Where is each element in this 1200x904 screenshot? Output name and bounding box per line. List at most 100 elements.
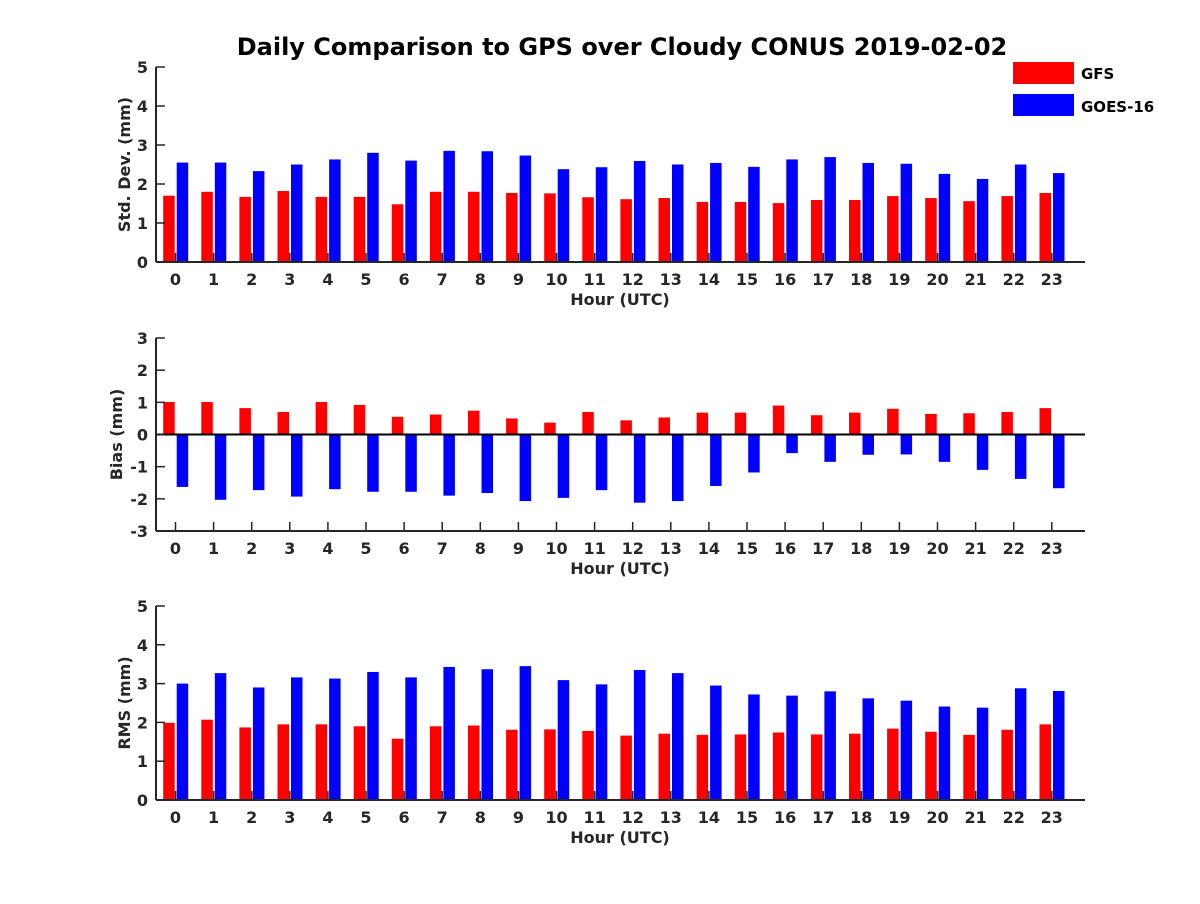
x-tick-label: 2 (246, 539, 257, 558)
x-tick-label: 14 (698, 270, 720, 289)
bar-goes-16-hour-9 (519, 155, 532, 262)
bar-gfs-hour-12 (620, 199, 632, 262)
bar-goes-16-hour-8 (481, 669, 493, 800)
bar-gfs-hour-1 (201, 719, 213, 800)
bar-goes-16-hour-15 (748, 434, 760, 473)
bar-gfs-hour-15 (734, 734, 747, 800)
bar-gfs-hour-5 (353, 404, 366, 435)
bar-gfs-hour-3 (277, 724, 289, 800)
x-tick-label: 4 (322, 539, 333, 558)
x-axis-label: Hour (UTC) (570, 828, 670, 847)
x-tick-label: 5 (360, 539, 371, 558)
bar-gfs-hour-0 (163, 195, 175, 262)
bar-gfs-hour-4 (315, 196, 328, 262)
bar-goes-16-hour-15 (748, 166, 760, 262)
x-tick-label: 15 (736, 808, 758, 827)
bar-goes-16-hour-13 (672, 673, 684, 800)
bar-goes-16-hour-12 (633, 670, 646, 800)
bar-gfs-hour-8 (468, 191, 480, 262)
x-tick-label: 4 (322, 808, 333, 827)
bar-gfs-hour-14 (696, 412, 709, 435)
bar-gfs-hour-1 (201, 402, 213, 435)
y-tick-label: 5 (137, 58, 148, 77)
bar-gfs-hour-21 (963, 413, 975, 435)
bar-goes-16-hour-5 (367, 434, 379, 492)
bar-goes-16-hour-15 (748, 694, 760, 800)
bar-gfs-hour-17 (810, 734, 823, 800)
bar-goes-16-hour-16 (786, 695, 798, 800)
bar-gfs-hour-14 (696, 734, 709, 800)
y-tick-label: -1 (130, 458, 148, 477)
bar-gfs-hour-11 (582, 197, 594, 262)
x-tick-label: 4 (322, 270, 333, 289)
bar-gfs-hour-22 (1001, 729, 1013, 800)
y-tick-label: 2 (137, 175, 148, 194)
bar-gfs-hour-14 (696, 201, 709, 262)
x-tick-label: 21 (964, 808, 986, 827)
bar-goes-16-hour-18 (862, 434, 874, 455)
bar-goes-16-hour-12 (633, 434, 646, 503)
bar-gfs-hour-13 (658, 417, 670, 435)
bar-goes-16-hour-3 (291, 434, 303, 497)
chart-title: Daily Comparison to GPS over Cloudy CONU… (237, 33, 1008, 61)
bar-goes-16-hour-22 (1014, 164, 1027, 262)
bar-gfs-hour-20 (925, 198, 937, 262)
bar-gfs-hour-9 (506, 418, 518, 435)
bar-gfs-hour-8 (468, 410, 480, 435)
bar-goes-16-hour-2 (252, 434, 265, 491)
bar-goes-16-hour-8 (481, 434, 493, 494)
bar-goes-16-hour-16 (786, 159, 798, 262)
bar-gfs-hour-12 (620, 420, 632, 435)
bar-goes-16-hour-20 (938, 706, 951, 800)
bar-goes-16-hour-21 (976, 707, 989, 800)
x-tick-label: 13 (660, 808, 682, 827)
x-tick-label: 1 (208, 808, 219, 827)
x-tick-label: 17 (812, 539, 834, 558)
bar-gfs-hour-17 (810, 199, 823, 262)
bar-goes-16-hour-7 (443, 434, 455, 496)
bar-gfs-hour-23 (1039, 408, 1051, 435)
x-tick-label: 15 (736, 539, 758, 558)
bar-goes-16-hour-2 (252, 687, 265, 800)
bar-goes-16-hour-9 (519, 666, 532, 800)
x-tick-label: 6 (399, 270, 410, 289)
bar-gfs-hour-3 (277, 411, 289, 435)
y-tick-label: 3 (137, 329, 148, 348)
bar-goes-16-hour-19 (900, 700, 913, 800)
x-tick-label: 10 (545, 808, 567, 827)
y-tick-label: 3 (137, 136, 148, 155)
bar-goes-16-hour-0 (176, 683, 189, 800)
x-tick-label: 22 (1003, 808, 1025, 827)
bar-gfs-hour-6 (391, 204, 404, 262)
bar-gfs-hour-19 (887, 408, 899, 435)
x-tick-label: 1 (208, 270, 219, 289)
bar-goes-16-hour-10 (557, 680, 570, 800)
y-tick-label: 4 (137, 97, 148, 116)
bar-gfs-hour-11 (582, 411, 594, 435)
x-tick-label: 12 (622, 539, 644, 558)
bar-goes-16-hour-23 (1053, 690, 1065, 800)
bar-goes-16-hour-22 (1014, 688, 1027, 800)
bar-goes-16-hour-13 (672, 164, 684, 262)
x-tick-label: 7 (437, 808, 448, 827)
bar-gfs-hour-5 (353, 726, 366, 800)
bar-goes-16-hour-20 (938, 173, 951, 262)
bar-goes-16-hour-6 (405, 677, 417, 800)
legend-swatch-goes-16 (1013, 94, 1074, 116)
bar-goes-16-hour-10 (557, 169, 570, 262)
bar-gfs-hour-13 (658, 733, 670, 800)
bar-gfs-hour-20 (925, 413, 937, 435)
bar-gfs-hour-4 (315, 402, 328, 435)
bar-goes-16-hour-11 (595, 434, 608, 491)
y-axis-label: Bias (mm) (107, 389, 126, 481)
bar-goes-16-hour-9 (519, 434, 532, 502)
bar-goes-16-hour-1 (214, 673, 227, 800)
bar-gfs-hour-5 (353, 196, 366, 262)
bar-goes-16-hour-4 (329, 159, 341, 262)
bar-goes-16-hour-17 (824, 157, 836, 262)
